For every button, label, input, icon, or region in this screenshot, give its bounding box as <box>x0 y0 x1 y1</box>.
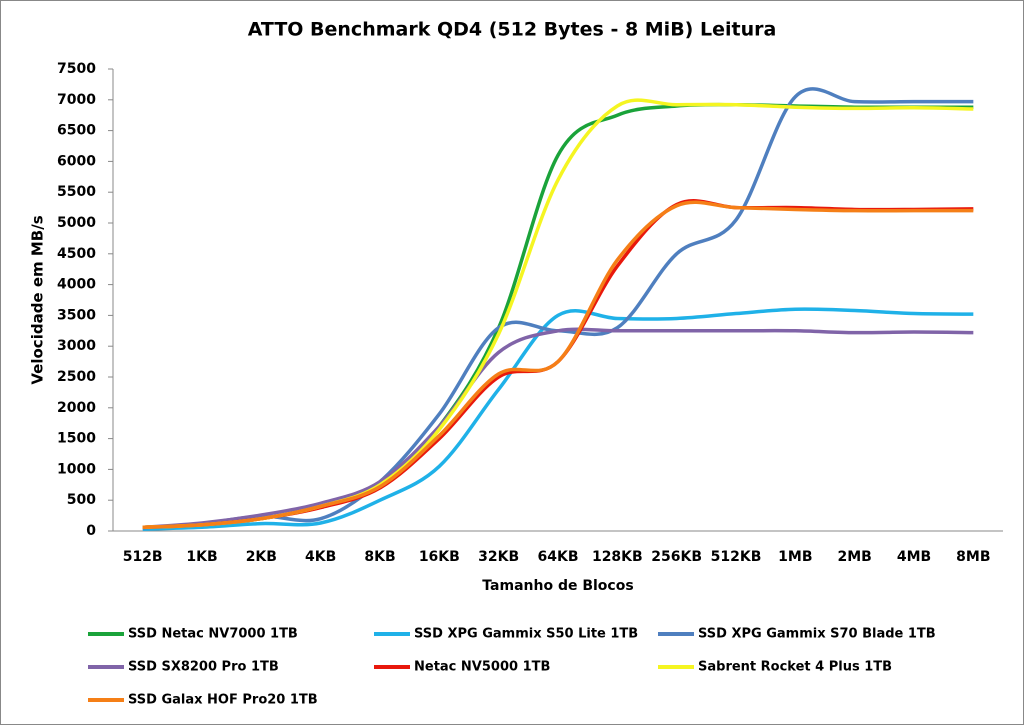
x-tick-label: 128KB <box>592 549 643 565</box>
legend-label: Netac NV5000 1TB <box>414 660 550 675</box>
x-tick-label: 2KB <box>246 549 277 565</box>
x-tick-label: 8MB <box>956 549 990 565</box>
legend-label: SSD SX8200 Pro 1TB <box>128 660 279 675</box>
y-axis-label: Velocidade em MB/s <box>29 215 47 384</box>
y-tick-label: 7500 <box>57 61 96 77</box>
y-tick-label: 7000 <box>57 92 96 108</box>
series-line <box>142 327 974 530</box>
y-tick-label: 2500 <box>57 369 96 385</box>
x-tick-label: 2MB <box>837 549 871 565</box>
y-tick-label: 4000 <box>57 277 96 293</box>
x-tick-label: 256KB <box>651 549 702 565</box>
x-tick-label: 512KB <box>711 549 762 565</box>
legend-label: SSD Netac NV7000 1TB <box>128 627 298 642</box>
x-tick-label: 8KB <box>364 549 395 565</box>
y-tick-label: 6500 <box>57 123 96 139</box>
x-tick-label: 1KB <box>186 549 217 565</box>
x-tick-label: 16KB <box>419 549 460 565</box>
y-tick-label: 6000 <box>57 153 96 169</box>
y-tick-label: 3000 <box>57 338 96 354</box>
x-tick-label: 64KB <box>537 549 578 565</box>
y-tick-label: 3500 <box>57 307 96 323</box>
legend-label: SSD XPG Gammix S70 Blade 1TB <box>698 627 936 642</box>
series-line <box>142 200 974 530</box>
y-tick-label: 0 <box>86 523 96 539</box>
series-line <box>142 307 974 531</box>
x-tick-label: 1MB <box>778 549 812 565</box>
y-tick-label: 1000 <box>57 461 96 477</box>
y-tick-label: 500 <box>67 492 96 508</box>
y-tick-label: 5000 <box>57 215 96 231</box>
y-tick-label: 4500 <box>57 246 96 262</box>
x-tick-label: 512B <box>123 549 163 565</box>
chart-title: ATTO Benchmark QD4 (512 Bytes - 8 MiB) L… <box>248 19 777 41</box>
x-tick-label: 32KB <box>478 549 519 565</box>
y-tick-label: 5500 <box>57 184 96 200</box>
y-tick-label: 1500 <box>57 431 96 447</box>
legend-label: Sabrent Rocket 4 Plus 1TB <box>698 660 892 675</box>
x-tick-label: 4KB <box>305 549 336 565</box>
x-tick-label: 4MB <box>897 549 931 565</box>
y-tick-label: 2000 <box>57 400 96 416</box>
x-axis-label: Tamanho de Blocos <box>482 578 633 594</box>
legend-label: SSD Galax HOF Pro20 1TB <box>128 693 318 708</box>
legend-label: SSD XPG Gammix S50 Lite 1TB <box>414 627 638 642</box>
